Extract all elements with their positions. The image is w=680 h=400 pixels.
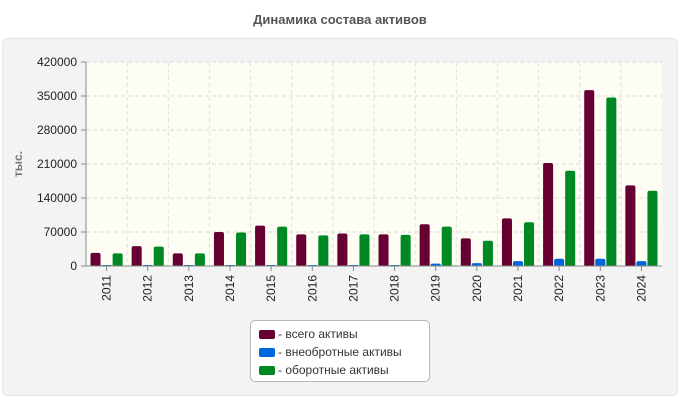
- bar-2020-s0: [460, 238, 471, 266]
- bar-2013-s2: [194, 253, 205, 266]
- x-tick-label-2024: 2024: [634, 275, 648, 302]
- bar-2024-s2: [647, 190, 658, 266]
- x-tick-label-2022: 2022: [552, 275, 566, 302]
- bars: [90, 90, 658, 267]
- x-tick-label-2012: 2012: [141, 275, 155, 302]
- legend-swatch-total: [259, 329, 275, 339]
- bar-2019-s1: [430, 263, 441, 266]
- bar-2022-s1: [554, 258, 565, 266]
- bar-2020-s1: [471, 263, 482, 266]
- legend-item-current: - оборотные активы: [259, 361, 429, 379]
- bar-2017-s2: [359, 234, 370, 266]
- x-tick-label-2023: 2023: [593, 275, 607, 302]
- y-tick-label: 70000: [44, 225, 78, 239]
- bar-2011-s2: [112, 253, 123, 266]
- x-tick-label-2011: 2011: [100, 275, 114, 301]
- bar-2016-s0: [296, 234, 307, 266]
- bar-2018-s0: [378, 234, 389, 266]
- legend: - всего активы - внеобротные активы - об…: [250, 320, 430, 382]
- y-tick-label: 0: [70, 259, 77, 273]
- legend-item-total: - всего активы: [259, 325, 429, 343]
- y-tick-label: 140000: [37, 191, 77, 205]
- bar-2023-s2: [606, 97, 617, 266]
- bar-2014-s2: [236, 232, 247, 266]
- bar-2021-s1: [512, 261, 524, 266]
- y-tick-label: 210000: [37, 157, 77, 171]
- bar-2013-s0: [172, 253, 183, 266]
- bar-2021-s0: [501, 218, 512, 266]
- bar-2024-s0: [625, 185, 636, 266]
- x-tick-label-2016: 2016: [305, 275, 319, 302]
- bar-2019-s0: [419, 224, 430, 266]
- x-tick-label-2017: 2017: [346, 275, 360, 302]
- y-tick-label: 350000: [37, 89, 77, 103]
- bar-2012-s0: [131, 246, 142, 266]
- axes: 0 70000 140000 210000 280000 350000 420000 2011…: [37, 55, 662, 302]
- chart-title: Динамика состава активов: [253, 12, 427, 27]
- bar-2017-s0: [337, 233, 348, 266]
- x-tick-label-2015: 2015: [264, 275, 278, 302]
- x-tick-label-2020: 2020: [470, 275, 484, 302]
- y-axis-label: тыс.: [11, 151, 25, 177]
- bar-2016-s2: [318, 235, 329, 266]
- bar-2022-s2: [565, 170, 576, 266]
- bar-2018-s2: [400, 234, 411, 266]
- legend-swatch-current: [259, 365, 275, 375]
- legend-label-noncurrent: - внеобротные активы: [278, 345, 402, 359]
- legend-label-current: - оборотные активы: [278, 363, 389, 377]
- bar-2019-s2: [441, 226, 452, 266]
- legend-swatch-noncurrent: [259, 347, 275, 357]
- x-tick-label-2021: 2021: [511, 275, 525, 302]
- x-tick-label-2013: 2013: [182, 275, 196, 302]
- bar-2012-s2: [153, 246, 164, 266]
- legend-label-total: - всего активы: [278, 327, 358, 341]
- x-tick-label-2018: 2018: [388, 275, 402, 302]
- bar-2022-s0: [543, 163, 554, 266]
- bar-2023-s0: [584, 90, 595, 267]
- y-tick-label: 280000: [37, 123, 77, 137]
- legend-item-noncurrent: - внеобротные активы: [259, 343, 429, 361]
- y-tick-label: 420000: [37, 55, 77, 69]
- x-tick-label-2019: 2019: [429, 275, 443, 302]
- bar-2011-s0: [90, 252, 101, 266]
- bar-2024-s1: [636, 261, 647, 266]
- bar-2015-s2: [277, 226, 288, 266]
- bar-2021-s2: [524, 222, 535, 266]
- bar-2020-s2: [482, 240, 493, 266]
- x-tick-label-2014: 2014: [223, 275, 237, 302]
- bar-2014-s0: [213, 232, 224, 266]
- bar-2023-s1: [595, 258, 606, 266]
- bar-2015-s0: [255, 225, 266, 266]
